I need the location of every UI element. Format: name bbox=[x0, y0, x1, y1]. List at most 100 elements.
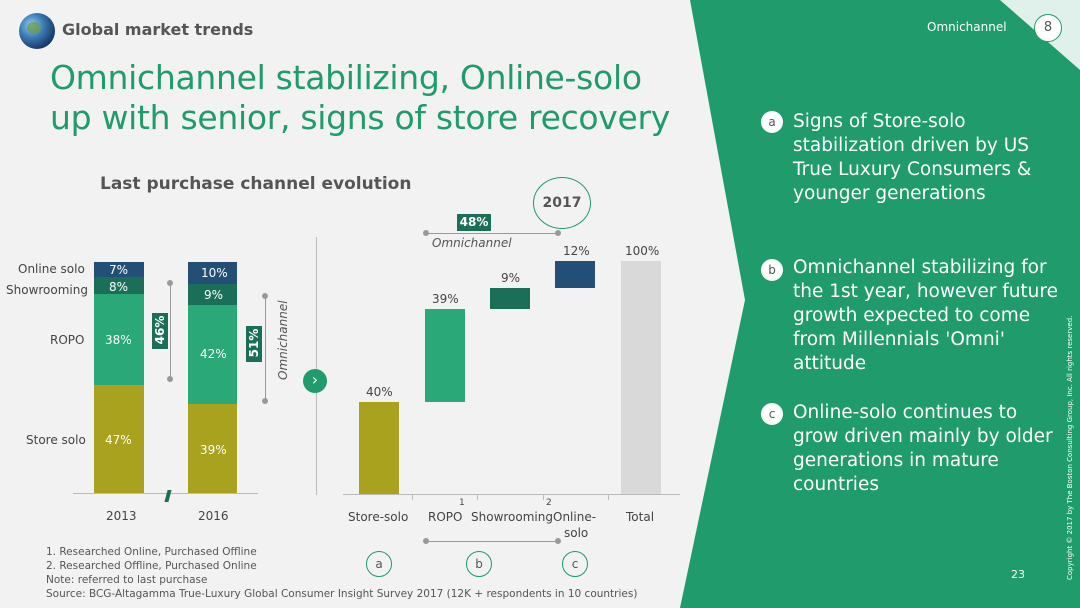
wf-bar-ropo bbox=[425, 309, 465, 402]
footnote-2: 2. Researched Offline, Purchased Online bbox=[46, 560, 257, 572]
footnote-1: 1. Researched Online, Purchased Offline bbox=[46, 546, 257, 558]
circle-a: a bbox=[366, 551, 392, 577]
abc-range-left-dot bbox=[423, 538, 429, 544]
omni-value-box: 48% bbox=[457, 214, 491, 231]
year-label: 2017 bbox=[542, 195, 582, 211]
bar-2016-online-solo bbox=[188, 262, 237, 284]
bar-2016-showrooming bbox=[188, 284, 237, 305]
bracket-2016-label-box: 51% bbox=[246, 326, 262, 362]
panel-c-line-2: grow driven mainly by older bbox=[793, 426, 1053, 447]
wf-baseline bbox=[343, 494, 680, 495]
bracket-2013-line bbox=[170, 283, 171, 380]
bracket-2013-bottom-dot bbox=[167, 376, 173, 382]
slide-number-badge: 8 bbox=[1034, 14, 1062, 42]
bar-2016-ropo bbox=[188, 305, 237, 404]
wf-footnote-2: 2 bbox=[546, 498, 552, 508]
panel-b-line-2: the 1st year, however future bbox=[793, 281, 1058, 302]
panel-a-line-1: Signs of Store-solo bbox=[793, 111, 966, 132]
page-title: Omnichannel stabilizing, Online-solo up … bbox=[50, 58, 710, 138]
panel-item-a: Signs of Store-solo stabilization driven… bbox=[793, 110, 1031, 206]
abc-range-right-dot bbox=[555, 538, 561, 544]
omni-label: Omnichannel bbox=[432, 236, 512, 250]
panel-c-line-1: Online-solo continues to bbox=[793, 402, 1018, 423]
wf-label-online-solo-1: Online- bbox=[553, 510, 597, 524]
year-bubble: 2017 bbox=[533, 177, 591, 229]
wf-label-total: Total bbox=[626, 510, 655, 524]
next-arrow-button[interactable]: › bbox=[303, 369, 327, 393]
page-title-line-1: Omnichannel stabilizing, Online-solo bbox=[50, 58, 642, 97]
badge-a: a bbox=[761, 111, 783, 133]
abc-range-line bbox=[426, 541, 558, 542]
bracket-2016-top-dot bbox=[262, 293, 268, 299]
omnichannel-vertical-text: Omnichannel bbox=[276, 300, 290, 380]
wf-value-total: 100% bbox=[625, 244, 660, 258]
panel-a-line-2: stabilization driven by US bbox=[793, 135, 1030, 156]
wf-value-online-solo: 12% bbox=[563, 244, 590, 258]
wf-value-ropo: 39% bbox=[432, 292, 459, 306]
panel-b-line-3: growth expected to come bbox=[793, 305, 1031, 326]
omni-value: 48% bbox=[459, 215, 489, 229]
panel-b-line-5: attitude bbox=[793, 353, 867, 374]
chevron-right-icon: › bbox=[311, 370, 319, 389]
globe-logo bbox=[19, 13, 55, 49]
badge-c: c bbox=[761, 403, 783, 425]
wf-value-store-solo: 40% bbox=[366, 385, 393, 399]
bracket-2013-value: 46% bbox=[153, 315, 167, 345]
bracket-2016-bottom-dot bbox=[262, 398, 268, 404]
value-2016-store-solo: 39% bbox=[200, 443, 227, 457]
value-2013-online-solo: 7% bbox=[109, 263, 129, 277]
bar-2013-online-solo bbox=[94, 262, 144, 277]
footnote-note: Note: referred to last purchase bbox=[46, 574, 208, 586]
brand-title: Global market trends bbox=[62, 20, 254, 39]
bracket-2013-label-box: 46% bbox=[152, 313, 168, 349]
wf-footnote-1: 1 bbox=[459, 498, 465, 508]
panel-item-b: Omnichannel stabilizing for the 1st year… bbox=[793, 256, 1058, 376]
panel-item-c: Online-solo continues to grow driven mai… bbox=[793, 401, 1053, 497]
wf-tick-3 bbox=[543, 494, 544, 500]
wf-bar-total bbox=[621, 261, 661, 494]
row-label-ropo: ROPO bbox=[50, 333, 85, 347]
panel-b-line-4: from Millennials 'Omni' bbox=[793, 329, 1005, 350]
panel-c-line-4: countries bbox=[793, 474, 879, 495]
copyright-vertical: Copyright © 2017 by The Boston Consultin… bbox=[1066, 310, 1074, 580]
badge-b: b bbox=[761, 259, 783, 281]
row-label-online-solo: Online solo bbox=[18, 262, 85, 276]
footnote-source: Source: BCG-Altagamma True-Luxury Global… bbox=[46, 588, 638, 600]
bar-2016-store-solo bbox=[188, 404, 237, 493]
panel-a-line-4: younger generations bbox=[793, 183, 986, 204]
slide-number: 8 bbox=[1043, 20, 1053, 35]
wf-label-ropo: ROPO bbox=[428, 510, 463, 524]
circle-c-label: c bbox=[571, 557, 579, 571]
wf-bar-showrooming bbox=[490, 288, 530, 309]
x-label-2016: 2016 bbox=[198, 509, 229, 523]
omni-range-line bbox=[426, 233, 558, 234]
x-label-2013: 2013 bbox=[106, 509, 137, 523]
bar-2013-ropo bbox=[94, 294, 144, 385]
copyright-text: Copyright © 2017 by The Boston Consultin… bbox=[1066, 315, 1074, 580]
value-2013-store-solo: 47% bbox=[105, 433, 132, 447]
wf-label-showrooming: Showrooming bbox=[471, 510, 553, 524]
value-2016-ropo: 42% bbox=[200, 347, 227, 361]
section-divider bbox=[316, 237, 317, 495]
panel-c-line-3: generations in mature bbox=[793, 450, 999, 471]
panel-b-line-1: Omnichannel stabilizing for bbox=[793, 257, 1047, 278]
circle-b-label: b bbox=[475, 557, 483, 571]
row-label-showrooming: Showrooming bbox=[6, 283, 88, 297]
row-label-store-solo: Store solo bbox=[26, 433, 86, 447]
circle-b: b bbox=[466, 551, 492, 577]
value-2016-showrooming: 9% bbox=[204, 288, 224, 302]
wf-value-showrooming: 9% bbox=[501, 271, 521, 285]
wf-tick-1 bbox=[412, 494, 413, 500]
value-2013-showrooming: 8% bbox=[109, 280, 129, 294]
page-number: 23 bbox=[1011, 568, 1025, 581]
wf-tick-4 bbox=[608, 494, 609, 500]
page-title-line-2: up with senior, signs of store recovery bbox=[50, 98, 671, 137]
circle-a-label: a bbox=[375, 557, 383, 571]
value-2016-online-solo: 10% bbox=[201, 266, 228, 280]
panel-a-line-3: True Luxury Consumers & bbox=[793, 159, 1032, 180]
wf-tick-2 bbox=[477, 494, 478, 500]
bracket-2013-top-dot bbox=[167, 280, 173, 286]
wf-bar-store-solo bbox=[359, 402, 399, 494]
wf-bar-online-solo bbox=[555, 261, 595, 288]
circle-c: c bbox=[562, 551, 588, 577]
